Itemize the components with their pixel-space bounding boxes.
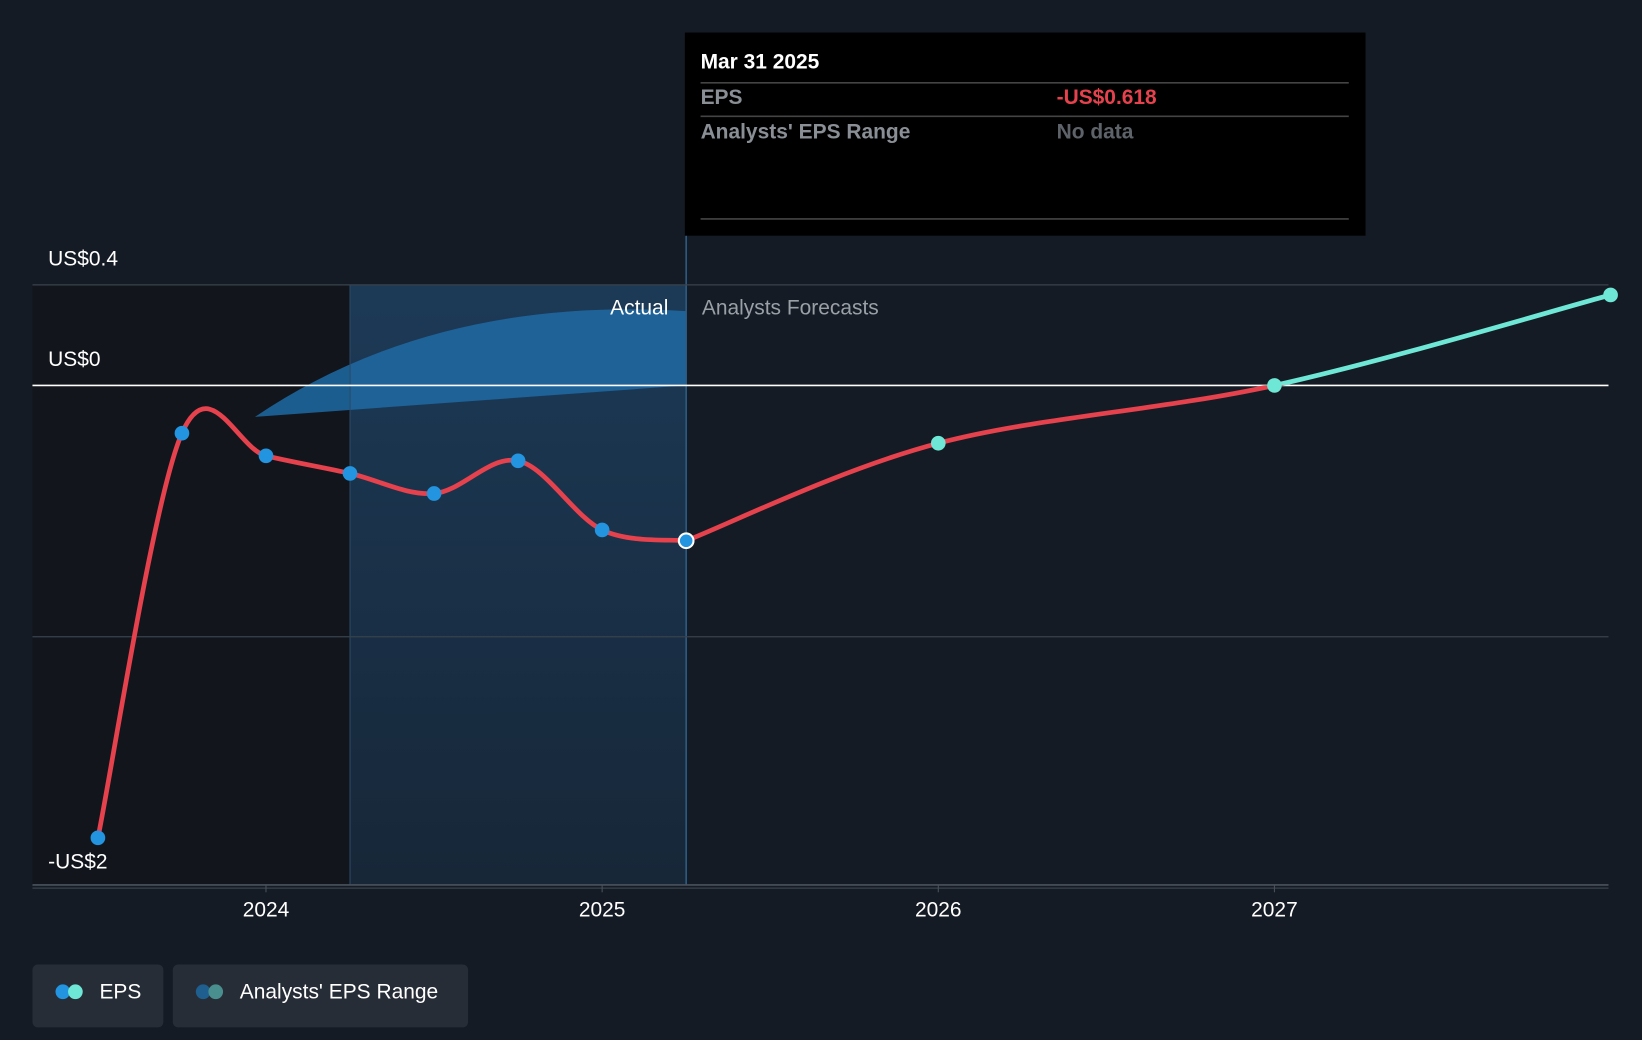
legend-swatch — [68, 984, 83, 1000]
eps-point — [258, 448, 274, 464]
eps-line-positive — [1263, 292, 1612, 386]
legend-swatch — [195, 984, 211, 1000]
eps-point — [426, 486, 442, 501]
eps-point — [594, 522, 610, 538]
y-tick-label: -US$2 — [48, 850, 107, 873]
tooltip-box — [684, 32, 1366, 236]
tooltip-row-label: EPS — [701, 86, 743, 109]
eps-point — [510, 453, 526, 469]
eps-point — [174, 425, 190, 441]
tooltip-title: Mar 31 2025 — [701, 50, 820, 73]
eps-point — [1267, 378, 1282, 393]
y-tick-label: US$0 — [48, 348, 100, 371]
eps-point-selected — [677, 532, 695, 550]
actual-arc — [254, 309, 687, 417]
x-tick-label: 2026 — [915, 899, 962, 922]
legend-button[interactable] — [172, 964, 469, 1028]
actual-label: Actual — [610, 297, 668, 320]
eps-point — [930, 435, 946, 451]
tooltip-row-label: Analysts' EPS Range — [701, 121, 911, 144]
legend-button[interactable] — [32, 964, 164, 1028]
eps-point — [90, 830, 106, 846]
eps-line-negative — [685, 385, 1286, 543]
x-tick-label: 2025 — [579, 899, 626, 922]
x-tick-label: 2027 — [1251, 899, 1298, 922]
legend-label[interactable]: EPS — [99, 980, 141, 1003]
legend-item[interactable]: Analysts' EPS Range — [172, 964, 469, 1028]
tooltip: Mar 31 2025 EPS -US$0.618 Analysts' EPS Ran… — [684, 32, 1366, 236]
legend-label[interactable]: Analysts' EPS Range — [240, 980, 438, 1003]
past-region — [32, 284, 351, 885]
x-tick-label: 2024 — [243, 899, 290, 922]
y-tick-label: US$0.4 — [48, 247, 118, 270]
legend-swatch — [208, 984, 224, 1000]
legend-swatch — [55, 984, 71, 1000]
tooltip-row-value: No data — [1057, 121, 1134, 144]
legend-item[interactable]: EPS — [32, 964, 164, 1028]
forecast-label: Analysts Forecasts — [702, 297, 879, 320]
eps-point — [342, 466, 358, 481]
eps-point — [1603, 287, 1618, 303]
tooltip-row-value: -US$0.618 — [1057, 86, 1157, 109]
